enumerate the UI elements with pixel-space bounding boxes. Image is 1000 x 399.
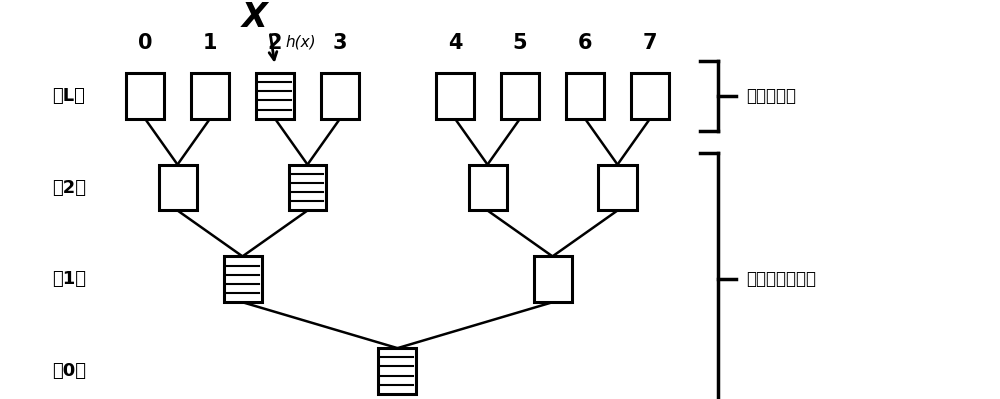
Text: 0: 0 xyxy=(138,33,152,53)
Text: 6: 6 xyxy=(578,33,592,53)
Text: 第0层: 第0层 xyxy=(52,362,86,380)
FancyBboxPatch shape xyxy=(126,73,164,119)
Text: 4: 4 xyxy=(448,33,462,53)
FancyBboxPatch shape xyxy=(566,73,604,119)
Text: 第2层: 第2层 xyxy=(52,178,86,197)
FancyBboxPatch shape xyxy=(256,73,294,119)
Text: 可寻址单元: 可寻址单元 xyxy=(746,87,796,105)
FancyBboxPatch shape xyxy=(468,164,507,211)
FancyBboxPatch shape xyxy=(191,73,229,119)
Text: 2: 2 xyxy=(268,33,282,53)
FancyBboxPatch shape xyxy=(436,73,474,119)
FancyBboxPatch shape xyxy=(288,164,326,211)
Text: 3: 3 xyxy=(333,33,347,53)
FancyBboxPatch shape xyxy=(224,257,262,302)
Text: X: X xyxy=(242,2,268,34)
Text: h(x): h(x) xyxy=(285,34,316,49)
Text: 1: 1 xyxy=(203,33,217,53)
Text: 第1层: 第1层 xyxy=(52,270,86,288)
FancyBboxPatch shape xyxy=(631,73,669,119)
FancyBboxPatch shape xyxy=(158,164,196,211)
Text: 5: 5 xyxy=(513,33,527,53)
Text: 7: 7 xyxy=(643,33,657,53)
FancyBboxPatch shape xyxy=(501,73,539,119)
FancyBboxPatch shape xyxy=(598,164,637,211)
FancyBboxPatch shape xyxy=(378,348,416,394)
FancyBboxPatch shape xyxy=(321,73,359,119)
Text: 第L层: 第L层 xyxy=(52,87,85,105)
FancyBboxPatch shape xyxy=(534,257,572,302)
Text: 共享的备用单元: 共享的备用单元 xyxy=(746,270,816,288)
